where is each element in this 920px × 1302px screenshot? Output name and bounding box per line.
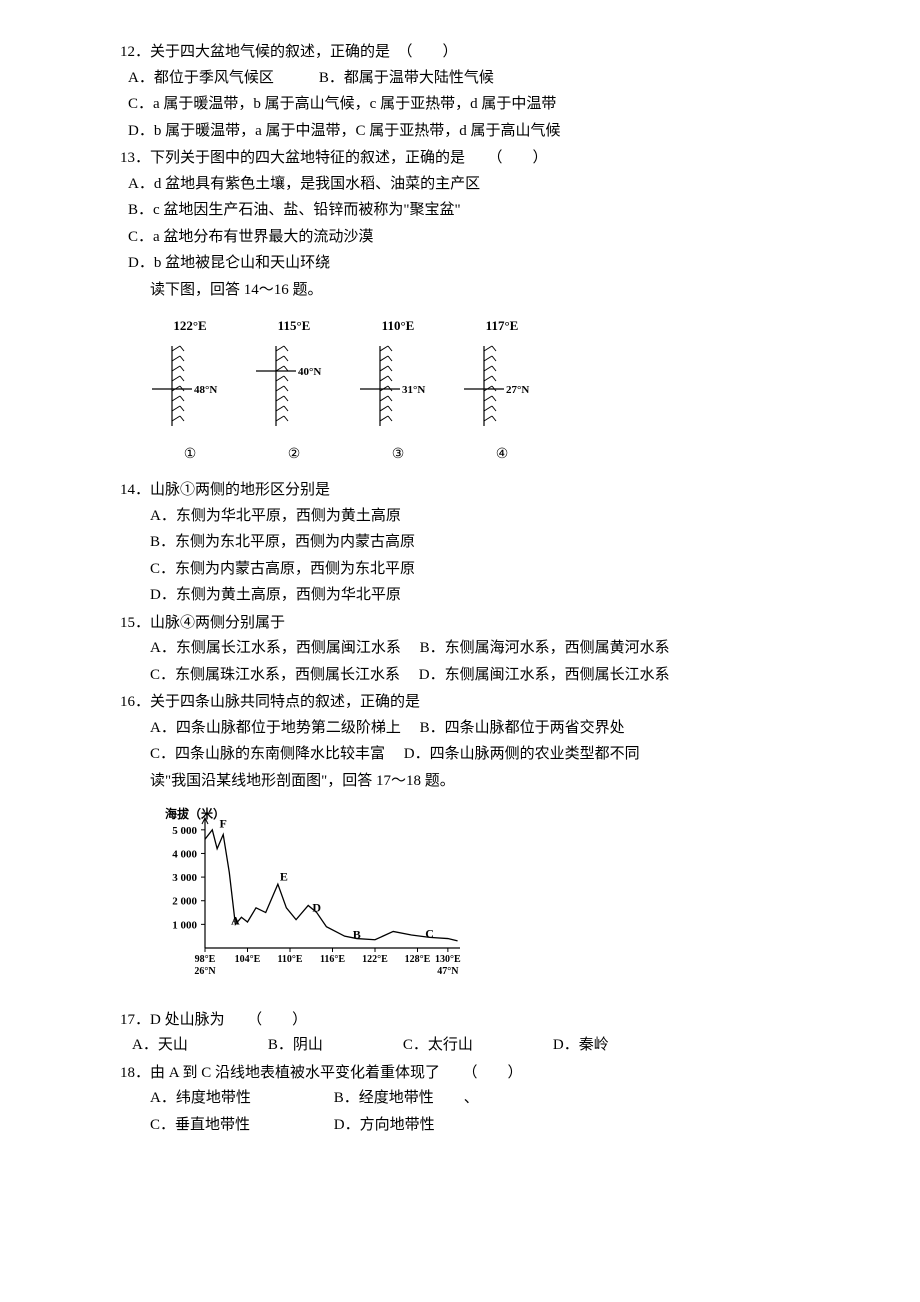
svg-text:40°N: 40°N — [298, 366, 321, 378]
svg-text:海拔（米）: 海拔（米） — [165, 806, 225, 821]
lon-label: 122°E — [173, 315, 206, 337]
stem: 17．D 处山脉为 （ ） — [120, 1008, 800, 1034]
option-row1: A．东侧属长江水系，西侧属闽江水系 B．东侧属海河水系，西侧属黄河水系 — [150, 636, 800, 662]
options: A．天山 B．阴山 C．太行山 D．秦岭 — [128, 1033, 800, 1059]
option-a: A．东侧属长江水系，西侧属闽江水系 — [150, 640, 401, 656]
svg-text:110°E: 110°E — [277, 954, 302, 965]
option-d: D．b 属于暖温带，a 属于中温带，C 属于亚热带，d 属于高山气候 — [128, 119, 800, 145]
option-a: A．天山 — [132, 1033, 188, 1059]
option-d: D．东侧属闽江水系，西侧属长江水系 — [419, 667, 670, 683]
options: A．东侧为华北平原，西侧为黄土高原 B．东侧为东北平原，西侧为内蒙古高原 C．东… — [150, 504, 800, 609]
option-c: C．四条山脉的东南侧降水比较丰富 — [150, 746, 385, 762]
lon-label: 117°E — [486, 315, 519, 337]
svg-text:130°E: 130°E — [435, 954, 461, 965]
svg-text:26°N: 26°N — [194, 966, 216, 977]
option-d: D．方向地带性 — [334, 1117, 435, 1133]
svg-text:122°E: 122°E — [362, 954, 388, 965]
svg-text:2 000: 2 000 — [172, 896, 197, 908]
option-a: A．d 盆地具有紫色土壤，是我国水稻、油菜的主产区 — [128, 172, 800, 198]
svg-text:B: B — [353, 928, 361, 942]
options: A．d 盆地具有紫色土壤，是我国水稻、油菜的主产区 B．c 盆地因生产石油、盐、… — [128, 172, 800, 277]
mountain-3: 110°E 31°N ③ — [358, 315, 438, 466]
svg-text:1 000: 1 000 — [172, 920, 197, 932]
mountain-4: 117°E 27°N ④ — [462, 315, 542, 466]
option-b: B．经度地带性 、 — [334, 1090, 479, 1106]
circle-number: ④ — [496, 443, 509, 467]
option-row2: C．东侧属珠江水系，西侧属长江水系 D．东侧属闽江水系，西侧属长江水系 — [150, 663, 800, 689]
option-c: C．垂直地带性 — [150, 1113, 330, 1139]
option-a: A．四条山脉都位于地势第二级阶梯上 — [150, 720, 401, 736]
option-d: D．b 盆地被昆仑山和天山环绕 — [128, 251, 800, 277]
stem: 14．山脉①两侧的地形区分别是 — [120, 478, 800, 504]
instruction: 读下图，回答 14～16 题。 — [150, 278, 800, 304]
mountain-2: 115°E 40°N ② — [254, 315, 334, 466]
svg-text:27°N: 27°N — [506, 384, 529, 396]
svg-text:116°E: 116°E — [320, 954, 345, 965]
options: A．四条山脉都位于地势第二级阶梯上 B．四条山脉都位于两省交界处 C．四条山脉的… — [150, 716, 800, 768]
lon-label: 110°E — [382, 315, 415, 337]
svg-text:31°N: 31°N — [402, 384, 425, 396]
svg-text:4 000: 4 000 — [172, 849, 197, 861]
option-row2: C．垂直地带性 D．方向地带性 — [150, 1113, 800, 1139]
svg-text:5 000: 5 000 — [172, 825, 197, 837]
svg-text:3 000: 3 000 — [172, 872, 197, 884]
option-b: B．东侧为东北平原，西侧为内蒙古高原 — [150, 530, 800, 556]
option-a: A．纬度地带性 — [150, 1086, 330, 1112]
profile-svg: 海拔（米） 1 000 2 000 3 000 4 000 5 000 98°E 104°E 1… — [150, 806, 470, 986]
svg-text:47°N: 47°N — [437, 966, 459, 977]
circle-number: ① — [184, 443, 197, 467]
option-d: D．东侧为黄土高原，西侧为华北平原 — [150, 583, 800, 609]
stem: 12．关于四大盆地气候的叙述，正确的是 （ ） — [120, 40, 800, 66]
question-14: 14．山脉①两侧的地形区分别是 A．东侧为华北平原，西侧为黄土高原 B．东侧为东… — [120, 478, 800, 609]
option-c: C．a 盆地分布有世界最大的流动沙漠 — [128, 225, 800, 251]
mountain-diagram: 122°E 48°N ① 115°E 40°N ② 110°E 31°N ③ 117°E 27°N ④ — [150, 315, 800, 466]
option-c: C．东侧属珠江水系，西侧属长江水系 — [150, 667, 400, 683]
stem: 16．关于四条山脉共同特点的叙述，正确的是 — [120, 690, 800, 716]
options: A．都位于季风气候区 B．都属于温带大陆性气候 C．a 属于暖温带，b 属于高山… — [128, 66, 800, 145]
option-a: A．东侧为华北平原，西侧为黄土高原 — [150, 504, 800, 530]
svg-text:E: E — [280, 870, 288, 884]
option-c: C．东侧为内蒙古高原，西侧为东北平原 — [150, 557, 800, 583]
option-d: D．秦岭 — [553, 1033, 609, 1059]
instruction: 读"我国沿某线地形剖面图"，回答 17～18 题。 — [150, 769, 800, 795]
stem: 13．下列关于图中的四大盆地特征的叙述，正确的是 （ ） — [120, 146, 800, 172]
option-row2: C．四条山脉的东南侧降水比较丰富 D．四条山脉两侧的农业类型都不同 — [150, 742, 800, 768]
stem: 18．由 A 到 C 沿线地表植被水平变化着重体现了 （ ） — [120, 1061, 800, 1087]
mountain-1: 122°E 48°N ① — [150, 315, 230, 466]
options: A．纬度地带性 B．经度地带性 、 C．垂直地带性 D．方向地带性 — [150, 1086, 800, 1138]
lon-label: 115°E — [278, 315, 311, 337]
svg-text:D: D — [312, 901, 321, 915]
svg-text:F: F — [220, 817, 227, 831]
svg-text:A: A — [231, 914, 240, 928]
circle-number: ③ — [392, 443, 405, 467]
svg-text:98°E: 98°E — [195, 954, 216, 965]
question-15: 15．山脉④两侧分别属于 A．东侧属长江水系，西侧属闽江水系 B．东侧属海河水系… — [120, 611, 800, 689]
svg-text:104°E: 104°E — [235, 954, 261, 965]
option-b: B．c 盆地因生产石油、盐、铅锌而被称为"聚宝盆" — [128, 198, 800, 224]
option-d: D．四条山脉两侧的农业类型都不同 — [404, 746, 640, 762]
option-row1: A．纬度地带性 B．经度地带性 、 — [150, 1086, 800, 1112]
stem: 15．山脉④两侧分别属于 — [120, 611, 800, 637]
question-18: 18．由 A 到 C 沿线地表植被水平变化着重体现了 （ ） A．纬度地带性 B… — [120, 1061, 800, 1139]
svg-text:C: C — [425, 927, 434, 941]
question-13: 13．下列关于图中的四大盆地特征的叙述，正确的是 （ ） A．d 盆地具有紫色土… — [120, 146, 800, 303]
option-b: B．东侧属海河水系，西侧属黄河水系 — [420, 640, 670, 656]
options: A．东侧属长江水系，西侧属闽江水系 B．东侧属海河水系，西侧属黄河水系 C．东侧… — [150, 636, 800, 688]
option-a: A．都位于季风气候区 B．都属于温带大陆性气候 — [128, 66, 800, 92]
option-b: B．阴山 — [268, 1033, 323, 1059]
svg-text:128°E: 128°E — [405, 954, 431, 965]
question-12: 12．关于四大盆地气候的叙述，正确的是 （ ） A．都位于季风气候区 B．都属于… — [120, 40, 800, 144]
question-16: 16．关于四条山脉共同特点的叙述，正确的是 A．四条山脉都位于地势第二级阶梯上 … — [120, 690, 800, 794]
option-row1: A．四条山脉都位于地势第二级阶梯上 B．四条山脉都位于两省交界处 — [150, 716, 800, 742]
profile-chart: 海拔（米） 1 000 2 000 3 000 4 000 5 000 98°E 104°E 1… — [150, 806, 800, 996]
circle-number: ② — [288, 443, 301, 467]
svg-text:48°N: 48°N — [194, 384, 217, 396]
question-17: 17．D 处山脉为 （ ） A．天山 B．阴山 C．太行山 D．秦岭 — [120, 1008, 800, 1059]
option-c: C．太行山 — [403, 1033, 473, 1059]
option-b: B．四条山脉都位于两省交界处 — [420, 720, 625, 736]
option-c: C．a 属于暖温带，b 属于高山气候，c 属于亚热带，d 属于中温带 — [128, 92, 800, 118]
